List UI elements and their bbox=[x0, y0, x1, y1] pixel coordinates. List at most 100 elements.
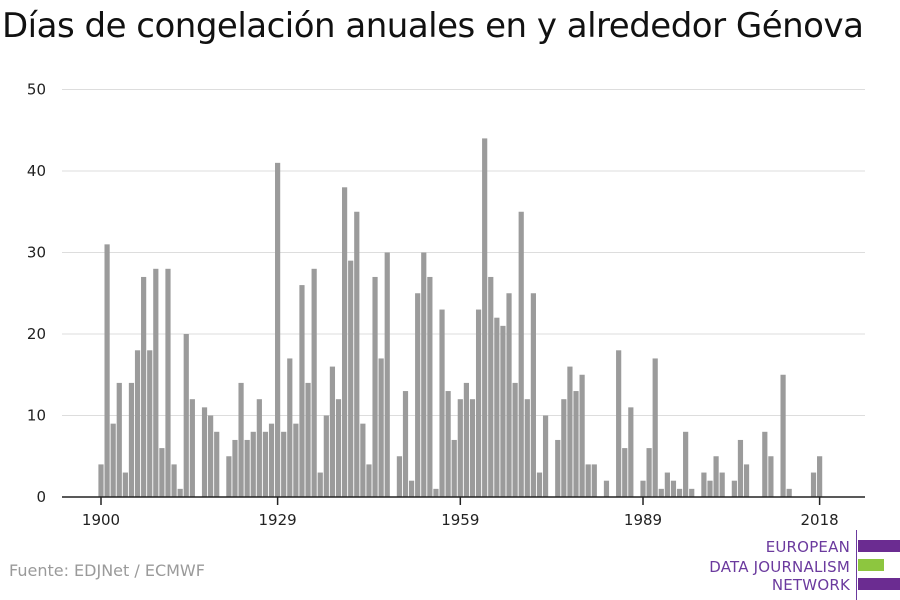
bar bbox=[421, 252, 427, 497]
x-tick-label: 1959 bbox=[441, 511, 479, 529]
bar bbox=[817, 456, 823, 497]
bar bbox=[189, 399, 195, 497]
logo-bar-purple-bottom bbox=[858, 578, 900, 590]
bar bbox=[122, 472, 128, 497]
bar bbox=[786, 488, 792, 497]
bar bbox=[433, 488, 439, 497]
bar bbox=[719, 472, 725, 497]
bar bbox=[457, 399, 463, 497]
bar bbox=[506, 293, 512, 497]
bar bbox=[469, 399, 476, 497]
x-tick-label: 2018 bbox=[801, 511, 839, 529]
bar bbox=[640, 480, 646, 497]
bar bbox=[214, 431, 220, 497]
x-tick-label: 1900 bbox=[82, 511, 120, 529]
bar bbox=[147, 350, 153, 497]
bar bbox=[445, 391, 451, 497]
logo-line-3: NETWORK bbox=[771, 576, 850, 594]
bar bbox=[542, 415, 549, 497]
bar bbox=[689, 488, 695, 497]
bar bbox=[616, 350, 622, 497]
bar bbox=[110, 423, 116, 497]
logo-bar-green bbox=[858, 559, 884, 571]
bar bbox=[603, 480, 610, 497]
bar bbox=[317, 472, 323, 497]
bar bbox=[652, 358, 658, 497]
bar bbox=[238, 382, 244, 497]
bar bbox=[683, 431, 689, 497]
bar bbox=[208, 415, 214, 497]
bar bbox=[360, 423, 366, 497]
bar bbox=[530, 293, 536, 497]
bar bbox=[494, 317, 500, 497]
bar bbox=[555, 439, 561, 497]
bar bbox=[396, 456, 403, 497]
bar bbox=[244, 439, 250, 497]
bar bbox=[128, 382, 135, 497]
bar bbox=[451, 439, 457, 497]
y-tick-label: 30 bbox=[27, 244, 46, 262]
bar bbox=[335, 399, 342, 497]
bar bbox=[275, 162, 281, 497]
bar bbox=[287, 358, 293, 497]
bar bbox=[591, 464, 597, 497]
logo-separator bbox=[856, 530, 857, 600]
bar bbox=[141, 276, 147, 497]
bar bbox=[299, 285, 305, 497]
edjnet-logo: EUROPEAN DATA JOURNALISM NETWORK bbox=[700, 530, 900, 600]
bar bbox=[780, 374, 786, 497]
bar bbox=[250, 431, 256, 497]
bar bbox=[323, 415, 329, 497]
bar bbox=[311, 268, 317, 497]
bar bbox=[177, 488, 183, 497]
bar bbox=[378, 358, 384, 497]
bars bbox=[98, 138, 823, 498]
bar bbox=[664, 472, 670, 497]
bar bbox=[232, 439, 238, 497]
bar bbox=[810, 472, 817, 497]
bar bbox=[354, 211, 360, 497]
bar bbox=[768, 456, 774, 497]
bar bbox=[201, 407, 208, 497]
logo-bar-purple-top bbox=[858, 540, 900, 552]
bar bbox=[427, 276, 433, 497]
bar bbox=[262, 431, 269, 497]
bar bbox=[439, 309, 445, 497]
chart-title: Días de congelación anuales en y alreded… bbox=[2, 6, 864, 46]
y-tick-label: 20 bbox=[27, 325, 46, 343]
bar bbox=[670, 480, 677, 497]
bar bbox=[348, 260, 354, 497]
bar bbox=[372, 276, 378, 497]
bar bbox=[500, 325, 506, 497]
bar bbox=[628, 407, 634, 497]
bar bbox=[104, 244, 110, 497]
bar bbox=[524, 399, 530, 497]
bar bbox=[366, 464, 372, 497]
bar bbox=[512, 382, 518, 497]
bar bbox=[183, 334, 189, 497]
bar bbox=[762, 431, 768, 497]
bar bbox=[567, 366, 573, 497]
bar bbox=[475, 309, 482, 497]
y-axis-ticks: 0 10 20 30 40 50 bbox=[27, 81, 46, 507]
bar bbox=[402, 391, 409, 497]
bar bbox=[622, 448, 628, 497]
bar bbox=[463, 382, 469, 497]
bar bbox=[281, 431, 287, 497]
bar bbox=[707, 480, 713, 497]
y-tick-label: 10 bbox=[27, 407, 46, 425]
bar bbox=[159, 448, 165, 497]
bar bbox=[165, 268, 171, 497]
x-axis-ticks: 1900 1929 1959 1989 2018 bbox=[82, 497, 839, 529]
bar bbox=[731, 480, 737, 497]
bar bbox=[536, 472, 543, 497]
bar bbox=[676, 488, 683, 497]
bar bbox=[488, 276, 494, 497]
bar bbox=[171, 464, 177, 497]
bar bbox=[646, 448, 652, 497]
bar bbox=[268, 423, 275, 497]
logo-line-1: EUROPEAN bbox=[765, 538, 850, 556]
bar bbox=[329, 366, 336, 497]
bar bbox=[116, 382, 122, 497]
